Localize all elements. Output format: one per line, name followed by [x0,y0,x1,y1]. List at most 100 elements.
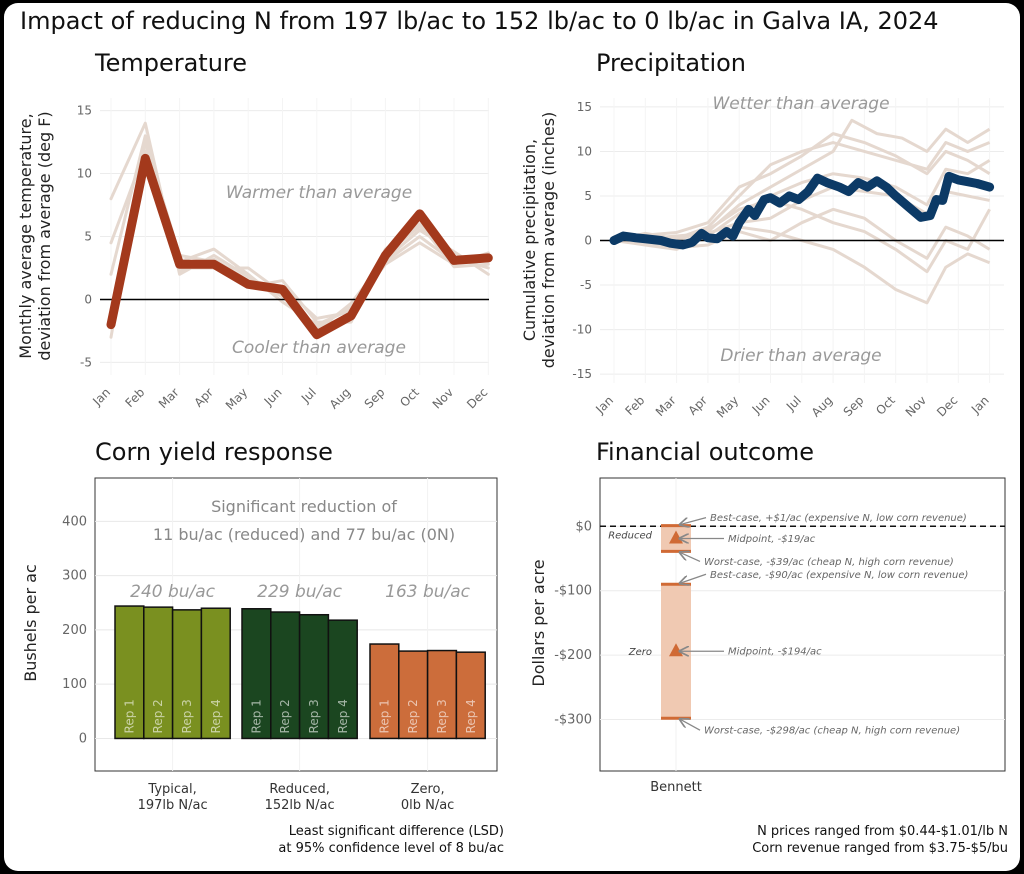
scenario-annotation-label: Best-case, -$90/ac (expensive N, low cor… [710,570,968,581]
rep-label: Rep 1 [122,699,136,733]
temp-ytitle: Monthly average temperature,deviation fr… [16,111,54,360]
yield-bar [398,650,429,740]
rep-label: Rep 3 [307,699,321,733]
precip-xtick-label: Apr [685,393,710,418]
temp-xtick-label: Jul [298,385,319,406]
lsd-footnote: Least significant difference (LSD) at 95… [278,824,504,856]
warmer-annotation: Warmer than average [226,183,412,203]
precip-xtick-label: Feb [622,393,647,418]
yield-bar [270,611,301,740]
precip-ytick-label: 5 [584,189,592,203]
svg-text:Monthly average temperature,de: Monthly average temperature,deviation fr… [16,111,54,360]
temp-point [349,314,353,318]
temp-point [486,256,490,260]
yield-bar [200,607,231,740]
precip-ytick-label: 0 [584,234,592,248]
temp-point [212,262,216,266]
yield-bar [114,605,145,740]
price-footnote: N prices ranged from $0.44-$1.01/lb N Co… [752,824,1008,856]
temp-ytick-label: 0 [84,292,92,306]
temp-2024-line [106,153,493,340]
temp-point [383,253,387,257]
precip-xtick-label: Jun [749,393,773,417]
group-xtick-label: Typical, 197lb N/ac [138,782,208,813]
temp-ytick-label: 10 [77,167,92,181]
precip-xtick-label: Jul [783,393,804,414]
temp-point [418,212,422,216]
rep-label: Rep 2 [278,699,292,733]
precip-xtick-label: Mar [653,393,679,419]
figure-title: Impact of reducing N from 197 lb/ac to 1… [20,7,939,35]
rep-label: Rep 4 [464,699,478,733]
temp-xtick-label: Jan [89,385,113,409]
temp-xtick-label: Sep [362,385,388,411]
precip-background-year-line [613,198,991,274]
precip-xtick-label: Oct [873,393,898,418]
yield-ytick-label: 300 [62,569,87,584]
precip-background-year-line [613,132,991,242]
group-xtick-label: Zero, 0lb N/ac [401,782,455,813]
temp-xtick-label: May [223,385,250,412]
financial-ytitle: Dollars per acre [529,559,548,686]
scenario-name-label: Reduced [608,531,652,542]
temp-xtick-label: Feb [122,385,147,410]
temp-point [246,282,250,286]
financial-ytick-label: -$300 [554,712,592,727]
yield-bar [241,608,272,740]
yield-ytick-label: 0 [79,731,87,746]
svg-text:Bushels per ac: Bushels per ac [21,564,40,682]
rep-label: Rep 4 [209,699,223,733]
figure-frame: Impact of reducing N from 197 lb/ac to 1… [4,3,1020,871]
scenario-annotation-label: Midpoint, -$19/ac [728,534,816,545]
precip-ytick-label: 15 [577,100,592,114]
drier-annotation: Drier than average [720,346,881,366]
yield-bar [298,613,330,740]
svg-text:Cumulative precipitation,devia: Cumulative precipitation,deviation from … [520,112,558,369]
precipitation-panel-title: Precipitation [596,49,747,77]
scenario-annotation-label: Midpoint, -$194/ac [728,647,822,658]
temp-ytick-label: 15 [77,104,92,118]
group-mean-label: 229 bu/ac [257,582,343,602]
group-mean-label: 240 bu/ac [130,582,216,602]
precip-ytick-label: -5 [580,278,592,292]
yield-ytitle: Bushels per ac [21,564,40,682]
yield-bar [327,619,358,740]
temp-xtick-label: Dec [464,385,490,411]
financial-xtick-label: Bennett [650,780,702,795]
precip-xtick-label: Jan [592,393,616,417]
annotation-arrow [680,552,701,563]
scenario-annotation-label: Worst-case, -$298/ac (cheap N, high corn… [704,726,960,737]
temp-xtick-label: Nov [430,385,456,411]
rep-label: Rep 2 [406,699,420,733]
precip-xtick-label: Dec [934,393,960,419]
precip-xtick-label: May [714,393,741,420]
rep-label: Rep 2 [151,699,165,733]
temp-point [315,333,319,337]
temp-point [178,262,182,266]
rep-label: Rep 1 [249,699,263,733]
yield-significance-annotation: Significant reduction of 11 bu/ac (reduce… [153,497,455,544]
temp-xtick-label: Aug [327,385,353,411]
yield-bar [143,606,174,740]
scenario-annotation-label: Best-case, +$1/ac (expensive N, low corn… [710,513,967,524]
yield-bar [455,651,486,740]
precip-ytick-label: 10 [577,144,592,158]
temp-xtick-label: Mar [156,385,182,411]
rep-label: Rep 3 [435,699,449,733]
temp-point [143,156,147,160]
financial-ytick-label: $0 [575,519,592,534]
temp-point [109,323,113,327]
temp-point [281,287,284,291]
yield-bar [171,609,203,740]
precip-xtick-label: Aug [809,393,835,419]
group-xtick-label: Reduced, 152lb N/ac [265,782,335,813]
precip-ytitle: Cumulative precipitation,deviation from … [520,112,558,369]
yield-ytick-label: 400 [62,514,87,529]
group-mean-label: 163 bu/ac [385,582,471,602]
scenario-annotation-label: Worst-case, -$39/ac (cheap N, high corn … [704,557,954,568]
yield-ytick-label: 100 [62,677,87,692]
temp-xtick-label: Apr [191,385,216,410]
cooler-annotation: Cooler than average [232,338,406,358]
yield-bar [426,649,458,740]
temp-ytick-label: 5 [84,230,92,244]
